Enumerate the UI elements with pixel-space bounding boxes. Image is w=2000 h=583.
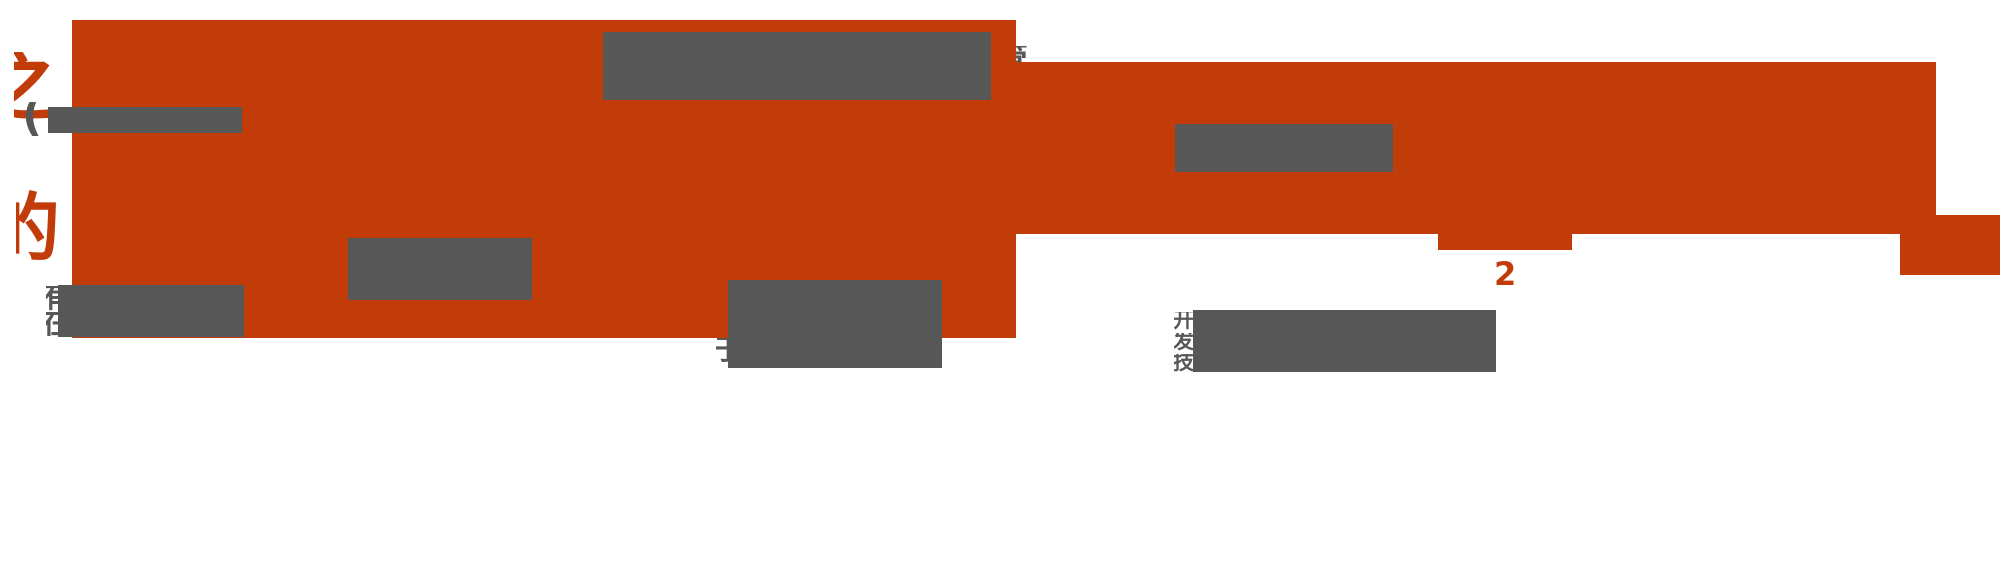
footer-line-2-glyph: 发 bbox=[1174, 333, 1194, 353]
redaction-block-orange-right-tab bbox=[1900, 215, 2000, 275]
left-fragment-2: ( bbox=[22, 102, 72, 140]
left-fragment-2-glyph: ( bbox=[22, 102, 43, 140]
redaction-block-gray-top-center bbox=[603, 32, 991, 100]
redaction-block-gray-lower-left bbox=[58, 285, 244, 337]
footer-line-3-glyph: 技 bbox=[1174, 354, 1194, 374]
page-number: 2 bbox=[1494, 258, 1517, 290]
left-fragment-3-glyph: 的 bbox=[16, 190, 60, 270]
redaction-block-gray-right-upper bbox=[1175, 124, 1393, 172]
footer-line-1: 开 bbox=[1174, 312, 1196, 332]
redaction-block-gray-footer bbox=[1193, 310, 1496, 372]
redaction-block-gray-lower-center bbox=[728, 280, 942, 368]
redaction-block-gray-mid-left bbox=[348, 238, 532, 300]
footer-line-1-glyph: 开 bbox=[1174, 312, 1194, 332]
redaction-block-orange-right-lower bbox=[1438, 228, 1572, 250]
footer-line-2: 发 bbox=[1174, 333, 1196, 353]
redaction-block-gray-upper-left bbox=[48, 107, 242, 133]
left-fragment-3: 的 bbox=[16, 190, 72, 270]
redaction-block-orange-main-right bbox=[1016, 62, 1936, 234]
footer-line-3: 技 bbox=[1174, 354, 1196, 374]
